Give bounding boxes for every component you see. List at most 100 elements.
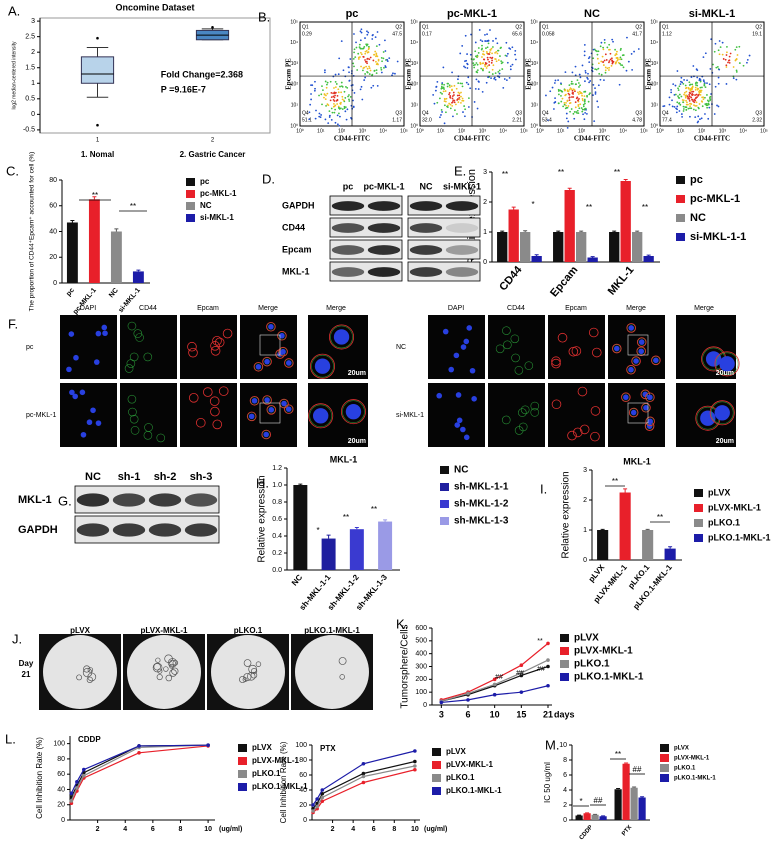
micrograph <box>608 383 665 447</box>
channel-label: Epcam <box>565 305 587 312</box>
event-dot <box>716 66 719 68</box>
event-dot <box>707 100 710 103</box>
event-dot <box>592 48 595 51</box>
nucleus <box>466 325 473 331</box>
event-dot <box>360 31 363 34</box>
x-tick-label: 10³ <box>359 128 367 134</box>
quadrant-value: 65.6 <box>512 31 522 37</box>
event-dot <box>341 95 344 98</box>
legend-swatch <box>238 757 247 765</box>
event-dot <box>487 76 490 79</box>
event-dot <box>571 96 573 98</box>
event-dot <box>680 95 683 98</box>
point <box>206 743 210 747</box>
nucleus <box>454 422 461 428</box>
epcam-signal <box>210 406 220 417</box>
nucleus <box>455 392 462 398</box>
event-dot <box>375 52 378 55</box>
legend-label: pLKO.1 <box>574 659 610 670</box>
event-dot <box>448 93 450 96</box>
y-tick-label: 10⁵ <box>530 19 538 25</box>
event-dot <box>616 50 618 53</box>
x-axis-label: CD44-FITC <box>454 135 490 143</box>
event-dot <box>633 50 635 53</box>
event-dot <box>465 81 468 84</box>
event-dot <box>564 71 567 74</box>
error-bar <box>624 762 629 764</box>
y-tick-label: 10² <box>531 82 539 88</box>
event-dot <box>485 51 488 53</box>
event-dot <box>692 108 695 111</box>
chart-title: CDDP <box>78 735 101 744</box>
nucleus <box>95 420 102 426</box>
event-dot <box>326 83 328 86</box>
epcam-signal <box>212 335 222 346</box>
event-dot <box>499 55 501 57</box>
event-dot <box>463 65 465 68</box>
legend-label: pc <box>690 174 703 186</box>
event-dot <box>594 87 596 90</box>
event-dot <box>362 67 365 70</box>
event-dot <box>700 100 703 103</box>
epcam-signal <box>591 347 602 358</box>
event-dot <box>687 103 689 106</box>
event-dot <box>552 108 555 110</box>
event-dot <box>340 85 343 88</box>
event-dot <box>673 94 676 96</box>
nucleus <box>705 351 722 367</box>
panel-label: B. <box>258 9 270 24</box>
epcam-signal <box>551 356 561 367</box>
event-dot <box>577 112 580 115</box>
x-tick-label: MKL-1 <box>606 264 637 297</box>
event-dot <box>567 90 570 93</box>
event-dot <box>683 93 685 96</box>
point <box>137 751 141 755</box>
event-dot <box>596 53 599 56</box>
nucleus <box>460 426 466 433</box>
event-dot <box>435 85 438 88</box>
nucleus <box>333 329 350 345</box>
event-dot <box>553 82 556 84</box>
event-dot <box>676 108 678 111</box>
event-dot <box>364 52 367 55</box>
nucleus <box>268 407 275 413</box>
x-tick-label: pLVX <box>587 562 607 584</box>
error-bar <box>645 528 650 530</box>
event-dot <box>491 73 494 75</box>
y-tick-label: 40 <box>57 786 65 793</box>
bar <box>591 814 599 820</box>
error-bar <box>590 256 595 258</box>
event-dot <box>676 70 679 72</box>
event-dot <box>494 51 496 54</box>
point <box>413 759 417 764</box>
sub-label: 2 <box>211 138 215 144</box>
event-dot <box>704 86 707 89</box>
event-dot <box>584 111 587 114</box>
event-dot <box>569 110 571 113</box>
y-tick-label: 0 <box>303 817 307 824</box>
y-tick-label: 2 <box>31 49 35 56</box>
nucleus <box>700 410 716 426</box>
bar <box>564 190 575 262</box>
event-dot <box>697 120 700 123</box>
y-tick-label: 3 <box>483 169 487 176</box>
event-dot <box>676 105 679 108</box>
event-dot <box>452 91 455 94</box>
point <box>311 803 315 807</box>
band <box>445 223 479 233</box>
y-tick-label: 20 <box>299 802 307 809</box>
legend-swatch <box>676 233 685 241</box>
event-dot <box>461 45 464 47</box>
event-dot <box>560 94 562 97</box>
event-dot <box>452 115 454 118</box>
quadrant-value: 1.17 <box>392 117 402 123</box>
event-dot <box>463 115 466 118</box>
event-dot <box>614 48 616 51</box>
cd44-signal <box>514 365 524 375</box>
sample-label: pc <box>346 8 359 20</box>
event-dot <box>713 50 716 53</box>
bar <box>597 530 609 560</box>
quadrant-name: Q2 <box>755 24 762 30</box>
event-dot <box>323 93 326 96</box>
point <box>546 658 550 662</box>
